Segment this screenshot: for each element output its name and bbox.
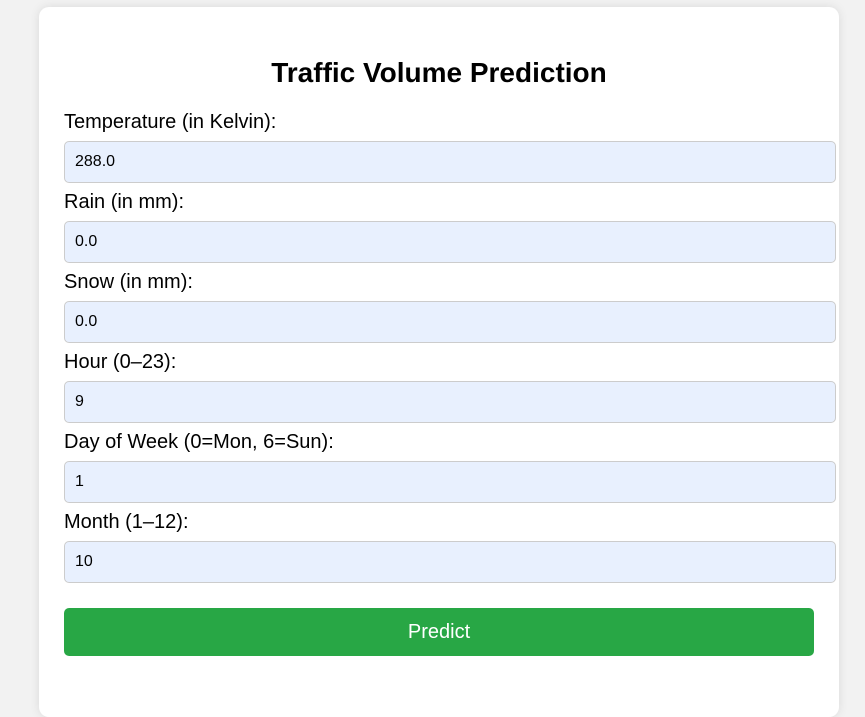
month-label: Month (1–12): [64, 511, 189, 533]
month-input[interactable] [64, 541, 836, 583]
hour-label: Hour (0–23): [64, 351, 177, 373]
day-of-week-label: Day of Week (0=Mon, 6=Sun): [64, 431, 334, 453]
rain-input[interactable] [64, 221, 836, 263]
temperature-label: Temperature (in Kelvin): [64, 111, 277, 133]
day-of-week-input[interactable] [64, 461, 836, 503]
prediction-card: Traffic Volume Prediction Temperature (i… [39, 7, 839, 717]
hour-input[interactable] [64, 381, 836, 423]
predict-button[interactable]: Predict [64, 608, 814, 656]
snow-input[interactable] [64, 301, 836, 343]
page-title: Traffic Volume Prediction [271, 57, 607, 88]
snow-label: Snow (in mm): [64, 271, 193, 293]
temperature-input[interactable] [64, 141, 836, 183]
prediction-form: Temperature (in Kelvin): Rain (in mm): S… [64, 109, 836, 656]
rain-label: Rain (in mm): [64, 191, 185, 213]
